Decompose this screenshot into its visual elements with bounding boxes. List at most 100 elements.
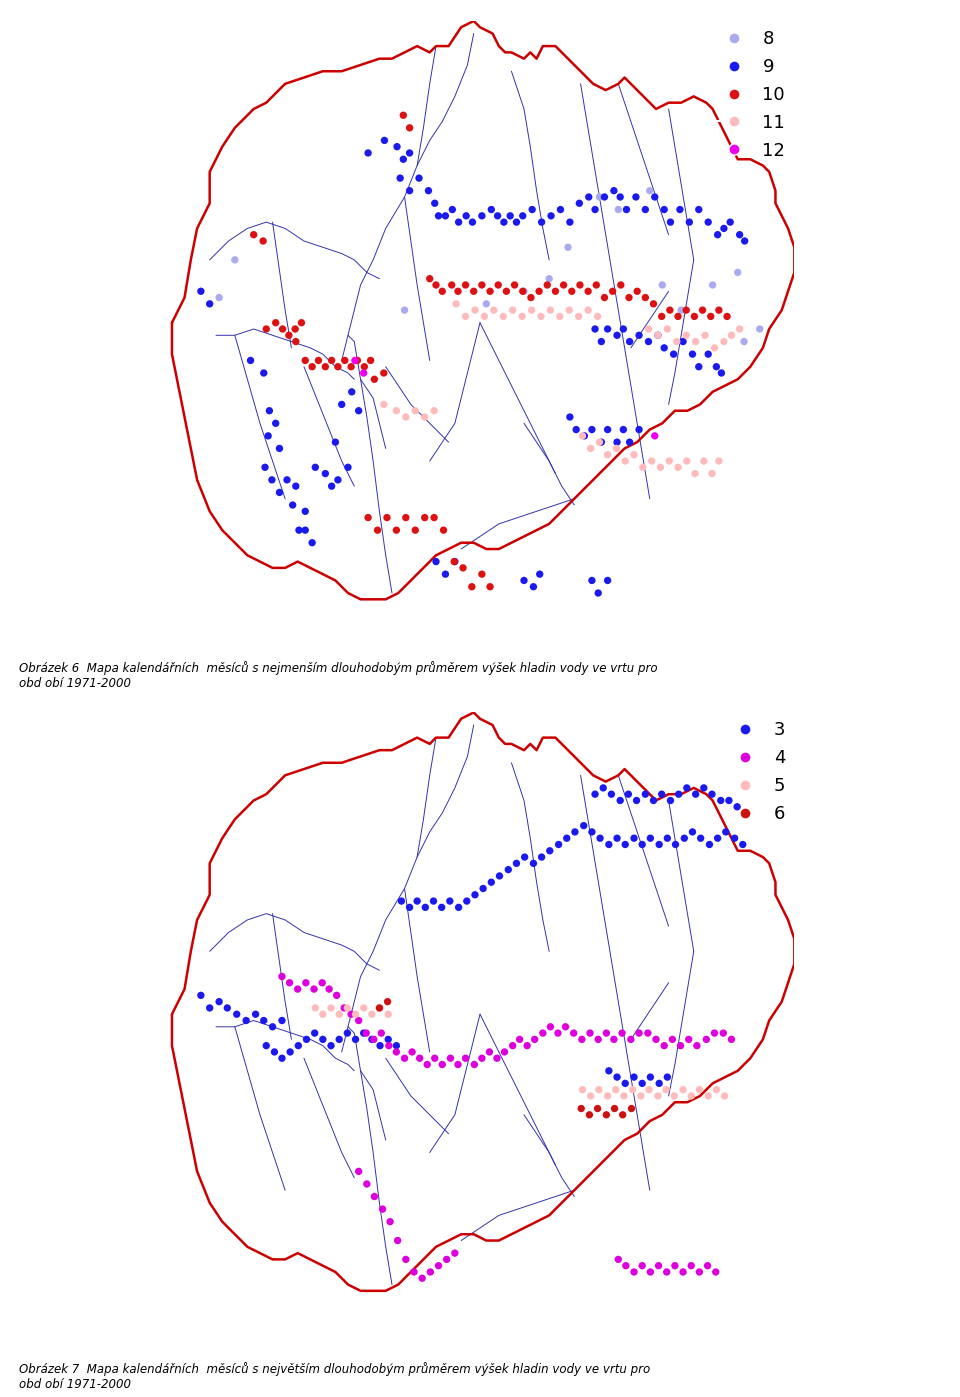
Point xyxy=(632,418,647,440)
Point xyxy=(202,997,217,1020)
Point xyxy=(306,978,322,1000)
Point xyxy=(418,897,433,919)
Point xyxy=(324,1034,339,1058)
Point xyxy=(315,1003,330,1025)
Point xyxy=(275,1048,290,1070)
Point xyxy=(502,204,517,226)
Point xyxy=(669,330,684,352)
Point xyxy=(255,229,271,251)
Point xyxy=(650,324,665,346)
Point xyxy=(672,198,687,221)
Point xyxy=(589,306,605,328)
Point xyxy=(344,380,359,402)
Point xyxy=(360,141,375,163)
Point xyxy=(561,236,576,258)
Point xyxy=(417,506,432,528)
Point xyxy=(684,1255,699,1277)
Point xyxy=(686,306,702,328)
Point xyxy=(692,1078,708,1101)
Point xyxy=(604,782,619,805)
Point xyxy=(715,1023,731,1045)
Point xyxy=(393,166,408,189)
Text: Obrázek 6  Mapa kalendářních  měsíců s nejmenším dlouhodobým průměrem výšek hlad: Obrázek 6 Mapa kalendářních měsíců s nej… xyxy=(19,661,658,690)
Point xyxy=(337,349,352,372)
Point xyxy=(351,1160,367,1182)
Point xyxy=(324,349,339,372)
Point xyxy=(523,286,539,309)
Point xyxy=(625,1078,640,1101)
Point xyxy=(327,430,343,453)
Point xyxy=(475,877,491,900)
Point xyxy=(379,506,395,528)
Point xyxy=(705,782,720,805)
Point xyxy=(443,1048,458,1070)
Point xyxy=(703,306,718,328)
Point xyxy=(398,1249,414,1271)
Point xyxy=(505,299,520,321)
Point xyxy=(298,349,313,372)
Point xyxy=(193,983,208,1006)
Point xyxy=(527,1028,542,1051)
Point xyxy=(617,833,633,855)
Point xyxy=(626,827,641,849)
Point xyxy=(591,430,607,453)
Point xyxy=(243,349,258,372)
Point xyxy=(364,1028,379,1051)
Point xyxy=(534,211,549,233)
Point xyxy=(626,1261,641,1284)
Point xyxy=(486,299,501,321)
Point xyxy=(438,563,453,585)
Point xyxy=(674,299,689,321)
Point xyxy=(657,198,672,221)
Point xyxy=(282,972,298,995)
Point xyxy=(516,204,531,226)
Point xyxy=(562,299,577,321)
Point xyxy=(688,782,704,805)
Point xyxy=(524,198,540,221)
Point xyxy=(468,299,483,321)
Point xyxy=(699,1028,714,1051)
Point xyxy=(617,450,633,472)
Point xyxy=(373,1023,389,1045)
Point xyxy=(505,1034,520,1058)
Point xyxy=(509,211,524,233)
Point xyxy=(492,865,507,887)
Point xyxy=(716,330,732,352)
Point xyxy=(641,1078,657,1101)
Point xyxy=(389,518,404,541)
Point xyxy=(622,430,637,453)
Point xyxy=(340,455,355,478)
Point xyxy=(451,897,467,919)
Point xyxy=(220,997,235,1020)
Point xyxy=(552,306,567,328)
Point xyxy=(272,481,287,503)
Point xyxy=(711,299,727,321)
Point xyxy=(648,1028,663,1051)
Point xyxy=(541,268,557,291)
Point xyxy=(664,1028,680,1051)
Point xyxy=(707,1023,722,1045)
Point xyxy=(484,198,499,221)
Point xyxy=(482,576,497,598)
Point xyxy=(661,450,677,472)
Point xyxy=(291,518,306,541)
Point xyxy=(724,1028,739,1051)
Point xyxy=(348,349,363,372)
Point xyxy=(666,1084,682,1106)
Point xyxy=(402,897,418,919)
Point xyxy=(366,1028,381,1051)
Point xyxy=(496,211,512,233)
Point xyxy=(367,367,382,390)
Point xyxy=(466,279,481,303)
Point xyxy=(568,418,584,440)
Point xyxy=(479,292,494,314)
Point xyxy=(611,1249,626,1271)
Point xyxy=(294,312,309,334)
Point xyxy=(524,299,540,321)
Point xyxy=(605,279,620,303)
Point xyxy=(719,306,734,328)
Point xyxy=(577,425,592,447)
Point xyxy=(657,337,672,359)
Point xyxy=(372,997,388,1020)
Point xyxy=(490,204,505,226)
